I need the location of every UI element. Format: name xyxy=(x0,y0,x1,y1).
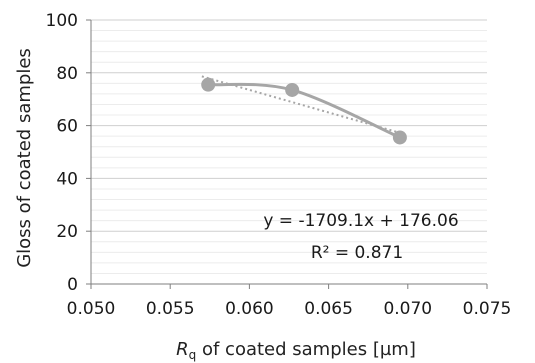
trendline-path xyxy=(201,75,401,134)
x-tick-label: 0.065 xyxy=(304,299,353,319)
data-point xyxy=(285,82,300,97)
y-tick-label: 80 xyxy=(56,64,78,84)
y-tick-label: 40 xyxy=(56,169,78,189)
x-axis-label-subscript: q xyxy=(189,348,197,362)
x-tick-label: 0.055 xyxy=(146,299,195,319)
x-tick-label: 0.060 xyxy=(225,299,274,319)
y-tick-label: 20 xyxy=(56,222,78,242)
x-tick-label: 0.075 xyxy=(463,299,512,319)
x-tick-label: 0.070 xyxy=(383,299,432,319)
series-line xyxy=(208,82,401,139)
x-axis-label-symbol: R xyxy=(176,339,189,360)
minor-gridlines xyxy=(91,30,487,274)
data-markers xyxy=(201,77,407,145)
y-axis-label: Gloss of coated samples xyxy=(14,48,35,268)
r-squared-label: R² = 0.871 xyxy=(311,243,403,263)
x-axis-label-text: of coated samples [µm] xyxy=(196,339,416,360)
data-series xyxy=(208,82,401,139)
axes xyxy=(86,19,488,289)
major-gridlines xyxy=(91,19,487,232)
y-tick-labels: 0 20 40 60 80 100 xyxy=(46,11,78,295)
data-point xyxy=(201,77,216,92)
y-tick-label: 60 xyxy=(56,117,78,137)
trendline xyxy=(201,75,401,134)
data-point xyxy=(392,130,407,145)
x-tick-label: 0.050 xyxy=(67,299,116,319)
y-tick-label: 0 xyxy=(67,275,78,295)
y-tick-label: 100 xyxy=(46,11,78,31)
x-axis-label: Rq of coated samples [µm] xyxy=(176,339,416,362)
x-tick-labels: 0.050 0.055 0.060 0.065 0.070 0.075 xyxy=(67,299,512,319)
trendline-equation-label: y = -1709.1x + 176.06 xyxy=(263,211,458,231)
